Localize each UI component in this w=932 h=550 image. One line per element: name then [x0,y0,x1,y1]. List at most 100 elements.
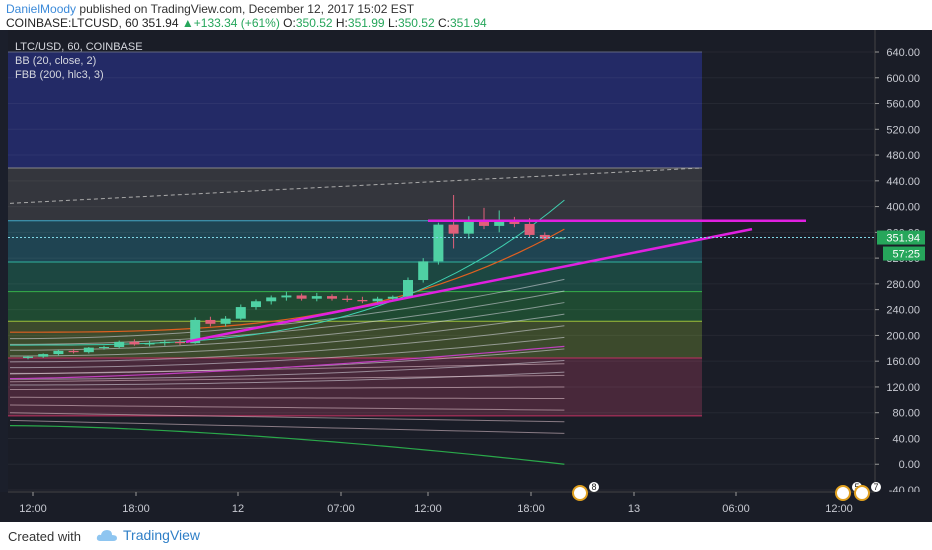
event-count-badge [871,482,881,492]
support-trendline [185,227,753,344]
candle-body [38,354,49,357]
event-flag-icon [854,485,870,501]
candle-body [509,220,520,224]
y-tick-label: 80.00 [892,408,920,420]
legend-symbol[interactable]: LTC/USD, 60, COINBASE [15,41,143,53]
candle-body [159,341,170,344]
y-tick-label: 240.00 [886,305,920,317]
candle-body [433,224,444,262]
price-axis [875,30,932,492]
x-tick-label: 06:00 [722,503,750,515]
indicator-line [9,412,565,423]
chart-panel[interactable]: 640.00 600.00 560.00 520.00 480.00 440.00 400.… [0,30,932,522]
indicator-line [9,302,565,351]
fib-band [8,261,702,292]
candle-body [327,296,337,299]
price-chart[interactable]: 640.00 600.00 560.00 520.00 480.00 440.00 400.… [0,30,932,522]
up-arrow-icon: ▲ [181,16,194,30]
low-value: 350.52 [397,16,435,30]
open-value: 350.52 [295,16,333,30]
legend-fbb[interactable]: FBB (200, hlc3, 3) [15,69,104,81]
indicator-line [9,278,565,340]
last-price: 351.94 [141,16,179,30]
candle-body [99,347,109,349]
x-tick-label: 12:00 [825,503,853,515]
candle-body [281,295,292,298]
cloud-icon [96,530,117,541]
y-tick-label: 600.00 [886,73,920,85]
y-tick-label: 480.00 [886,150,920,162]
candle-body [144,343,155,345]
candle-body [296,295,307,299]
author-link[interactable]: DanielMoody [6,2,77,16]
indicator-line [9,360,565,380]
y-tick-label: 440.00 [886,176,920,188]
y-tick-label: 200.00 [886,330,920,342]
candle-body [494,220,505,226]
symbol-label: COINBASE:LTCUSD, 60 [6,16,139,30]
x-tick-label: 12:00 [19,503,47,515]
candle-body [68,350,79,353]
tradingview-logo[interactable]: TradingView [96,527,200,543]
legend-bb[interactable]: BB (20, close, 2) [15,55,97,67]
published-text: published on TradingView.com, December 1… [79,2,415,16]
x-tick-label: 18:00 [122,503,150,515]
indicator-line [9,167,703,204]
indicator-line [9,199,565,346]
countdown-label: 57:25 [892,249,920,261]
x-tick-label: 13 [628,503,640,515]
event-count-label: 7 [873,482,878,492]
fib-band [8,52,702,168]
indicator-line [9,363,565,375]
y-tick-label: 520.00 [886,124,920,136]
indicator-line [9,386,565,391]
high-label: H: [335,16,348,30]
candle-body [524,223,535,235]
price-tag-label: 351.94 [886,233,920,245]
indicator-line [9,336,565,369]
event-flag-icon [835,485,851,501]
indicator-line [9,374,565,383]
candle-body [266,297,277,302]
x-tick-label: 18:00 [517,503,545,515]
open-label: O: [283,16,296,30]
x-tick-label: 12:00 [414,503,442,515]
candle-body [463,220,474,234]
candle-body [539,234,550,239]
time-axis [0,492,932,522]
candle-body [372,298,383,302]
countdown-tag [883,246,925,261]
candle-body [83,347,94,353]
indicator-line [9,313,565,357]
brand-label: TradingView [123,527,201,543]
fib-band [8,291,702,322]
candle-body [403,280,413,297]
indicator-legend: LTC/USD, 60, COINBASE BB (20, close, 2) … [15,40,143,82]
high-value: 351.99 [347,16,385,30]
close-value: 351.94 [450,16,487,30]
close-label: C: [438,16,450,30]
fib-band [8,220,702,262]
footer: Created with TradingView [0,522,932,550]
publish-line: DanielMoody published on TradingView.com… [6,2,414,16]
candle-body [479,220,489,226]
indicator-line [9,228,565,333]
indicator-line [9,396,565,400]
indicator-line [9,290,565,345]
y-tick-label: 40.00 [892,433,920,445]
created-with-text: Created with [8,529,81,544]
low-label: L: [387,16,398,30]
indicator-line [9,404,565,411]
candle-body [311,296,322,299]
y-tick-label: 120.00 [886,382,920,394]
candle-body [175,341,185,344]
candle-body [129,341,140,345]
y-tick-label: 280.00 [886,279,920,291]
candle-body [357,299,368,302]
change-value: +133.34 (+61%) [193,16,280,30]
indicator-line [9,325,565,363]
candle-body [251,301,261,308]
y-tick-label: 160.00 [886,356,920,368]
y-tick-label: 560.00 [886,99,920,111]
ohlc-line: COINBASE:LTCUSD, 60 351.94 ▲+133.34 (+61… [6,16,487,30]
